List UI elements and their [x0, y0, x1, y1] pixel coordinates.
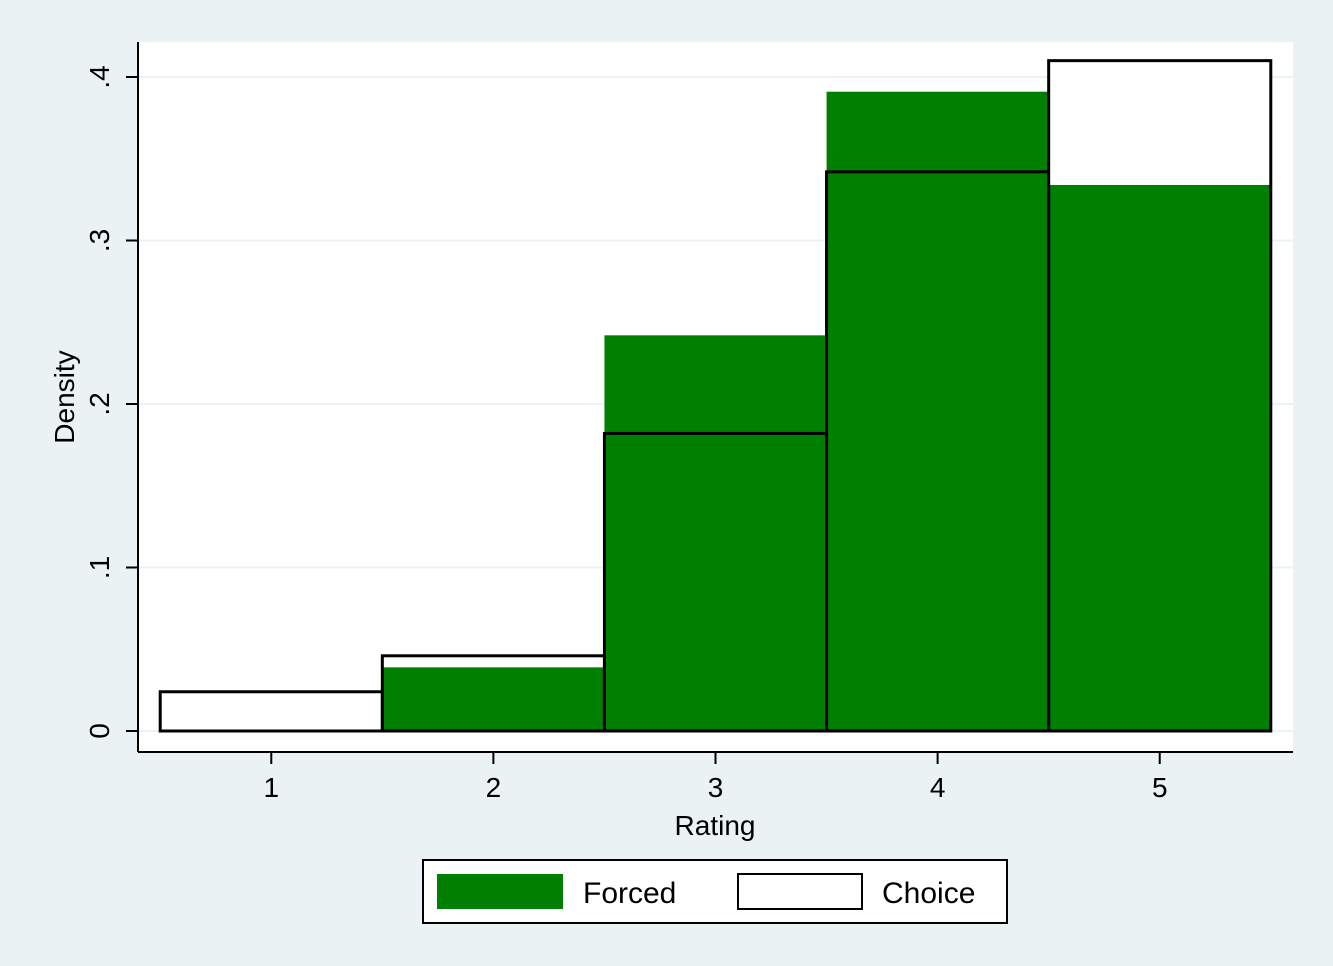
forced-bar-5 [1048, 184, 1271, 731]
forced-bar-3 [604, 335, 827, 731]
choice-bar-5 [1047, 59, 1273, 733]
y-tick-label-0: 0 [84, 723, 115, 739]
y-tick-label-4: .4 [84, 65, 115, 88]
legend: Forced Choice [422, 859, 1008, 924]
legend-label-forced: Forced [583, 877, 676, 910]
choice-bars [158, 59, 1273, 733]
legend-swatch-forced [437, 874, 563, 909]
x-tick-label-3: 4 [930, 772, 946, 803]
y-ticks: 0 .1 .2 .3 .4 [84, 65, 138, 739]
x-axis-label: Rating [675, 810, 756, 841]
y-tick-label-3: .3 [84, 229, 115, 252]
forced-bar-4 [826, 91, 1049, 732]
x-tick-label-4: 5 [1152, 772, 1168, 803]
choice-bar-fill-1 [160, 691, 383, 731]
legend-swatch-choice [737, 873, 863, 910]
choice-bar-fill-2 [382, 655, 605, 668]
forced-bars [382, 91, 1271, 732]
y-axis-label: Density [49, 350, 80, 443]
y-tick-label-2: .2 [84, 392, 115, 415]
y-tick-label-1: .1 [84, 556, 115, 579]
choice-bar-fill-5 [1048, 60, 1271, 185]
forced-bar-2 [382, 667, 605, 731]
legend-label-choice: Choice [882, 877, 975, 910]
x-tick-label-0: 1 [263, 772, 279, 803]
x-ticks: 1 2 3 4 5 [263, 752, 1168, 803]
x-tick-label-1: 2 [486, 772, 502, 803]
x-tick-label-2: 3 [708, 772, 724, 803]
